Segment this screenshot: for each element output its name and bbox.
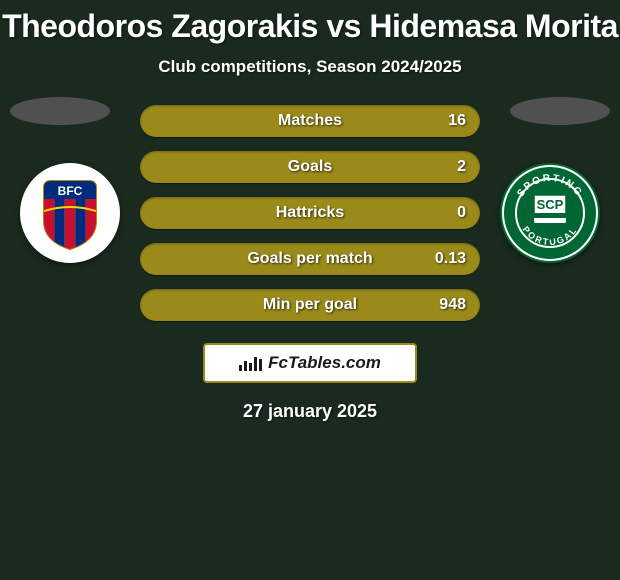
chart-icon xyxy=(239,355,262,371)
page-title: Theodoros Zagorakis vs Hidemasa Morita xyxy=(0,0,620,45)
stat-row: Matches 16 xyxy=(140,105,480,137)
date: 27 january 2025 xyxy=(0,401,620,422)
stat-row: Hattricks 0 xyxy=(140,197,480,229)
stat-value: 0 xyxy=(457,204,466,222)
team-badge-right: SPORTING PORTUGAL SCP xyxy=(500,163,600,263)
stat-label: Goals per match xyxy=(140,250,480,268)
subtitle: Club competitions, Season 2024/2025 xyxy=(0,57,620,77)
stat-label: Goals xyxy=(140,158,480,176)
stat-label: Matches xyxy=(140,112,480,130)
svg-text:SCP: SCP xyxy=(537,197,564,212)
stat-label: Hattricks xyxy=(140,204,480,222)
footer-badge: FcTables.com xyxy=(203,343,417,383)
ellipse-right xyxy=(510,97,610,125)
ellipse-left xyxy=(10,97,110,125)
stat-value: 948 xyxy=(439,296,466,314)
stat-value: 16 xyxy=(448,112,466,130)
stat-value: 2 xyxy=(457,158,466,176)
footer-text: FcTables.com xyxy=(268,353,381,373)
stats-rows: Matches 16 Goals 2 Hattricks 0 Goals per… xyxy=(140,105,480,321)
team-badge-left: BFC 1909 xyxy=(20,163,120,263)
stat-row: Goals 2 xyxy=(140,151,480,183)
stat-row: Min per goal 948 xyxy=(140,289,480,321)
stat-label: Min per goal xyxy=(140,296,480,314)
stat-value: 0.13 xyxy=(435,250,466,268)
svg-text:BFC: BFC xyxy=(58,184,83,198)
stats-section: BFC 1909 SPORTING xyxy=(0,105,620,321)
stat-row: Goals per match 0.13 xyxy=(140,243,480,275)
